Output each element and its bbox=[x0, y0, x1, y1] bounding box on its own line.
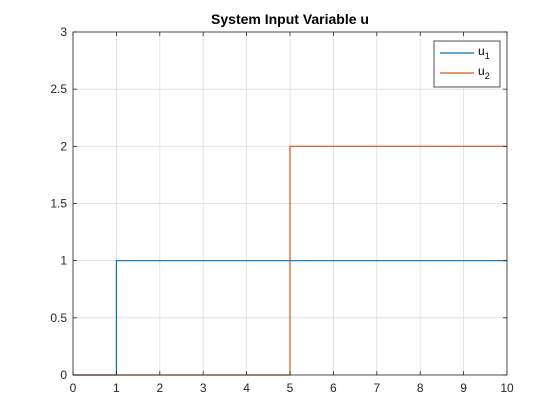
y-tick-label: 1 bbox=[60, 254, 67, 268]
x-tick-label: 1 bbox=[113, 381, 120, 395]
legend-label-subscript: 2 bbox=[485, 71, 490, 81]
x-tick-label: 6 bbox=[330, 381, 337, 395]
x-tick-label: 4 bbox=[243, 381, 250, 395]
legend-label-2: u2 bbox=[478, 64, 490, 81]
y-tick-label: 0 bbox=[60, 368, 67, 382]
legend-label-1: u1 bbox=[478, 44, 490, 61]
y-tick-label: 2.5 bbox=[50, 82, 67, 96]
legend-label-text: u bbox=[478, 44, 485, 58]
x-tick-label: 7 bbox=[373, 381, 380, 395]
x-tick-label: 10 bbox=[500, 381, 514, 395]
legend-label-text: u bbox=[478, 64, 485, 78]
y-tick-label: 1.5 bbox=[50, 197, 67, 211]
x-tick-label: 0 bbox=[70, 381, 77, 395]
y-tick-label: 0.5 bbox=[50, 311, 67, 325]
chart-title: System Input Variable u bbox=[211, 11, 369, 27]
y-tick-label: 3 bbox=[60, 25, 67, 39]
x-tick-label: 2 bbox=[156, 381, 163, 395]
x-tick-label: 5 bbox=[287, 381, 294, 395]
ticks: 0 1 2 3 4 5 6 7 8 9 10 0 0.5 1 1.5 2 2.5 3 bbox=[50, 25, 514, 395]
legend-label-subscript: 1 bbox=[485, 51, 490, 61]
x-tick-label: 3 bbox=[200, 381, 207, 395]
y-tick-label: 2 bbox=[60, 139, 67, 153]
legend-box bbox=[433, 40, 501, 88]
x-tick-label: 9 bbox=[460, 381, 467, 395]
x-tick-label: 8 bbox=[417, 381, 424, 395]
